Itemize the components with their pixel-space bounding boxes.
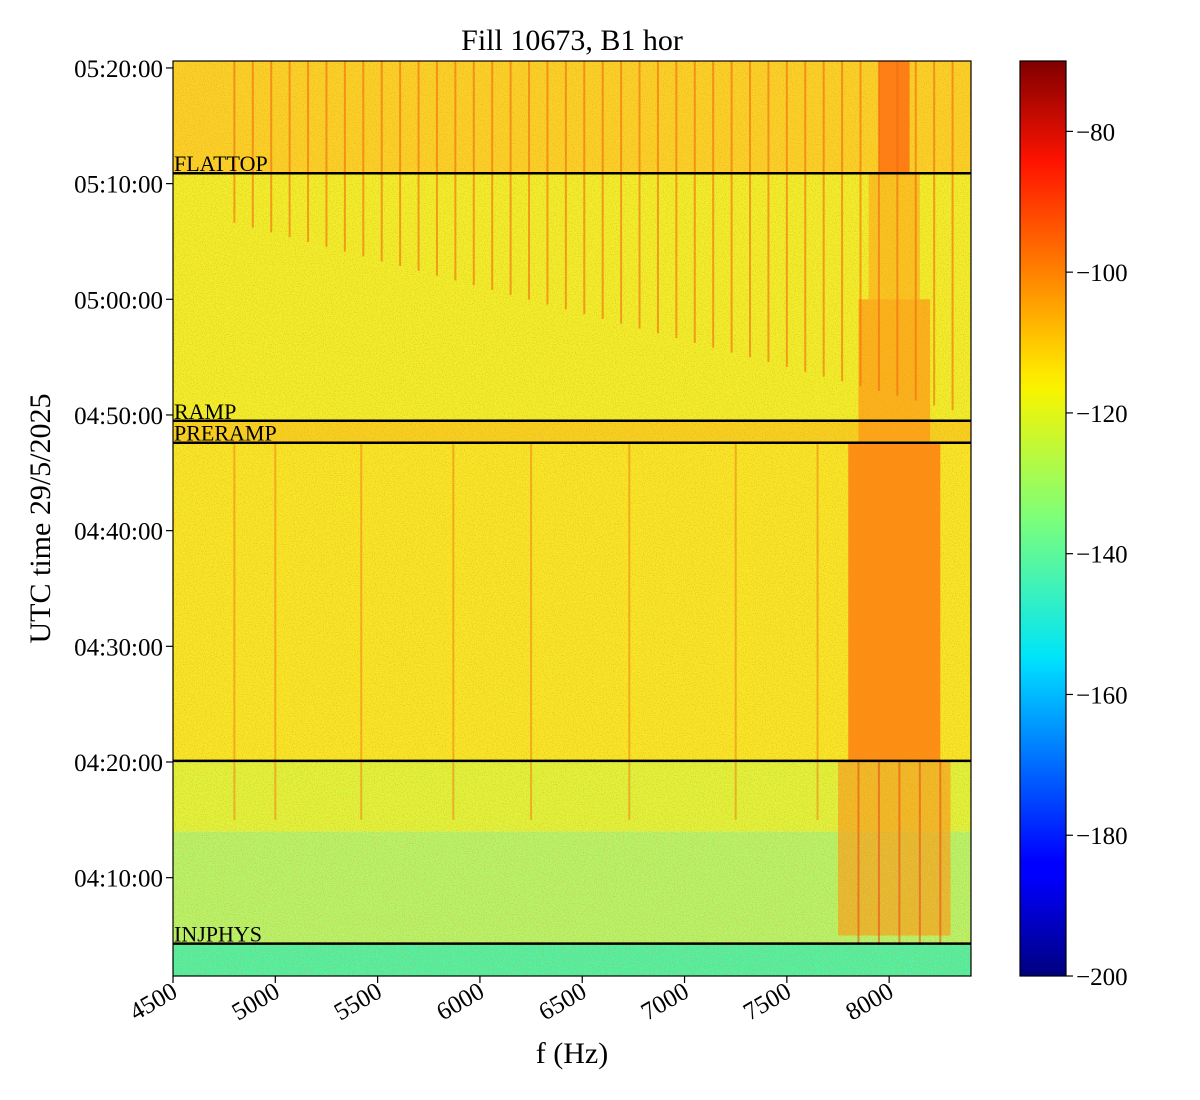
heatmap-noise (173, 760, 971, 976)
x-tick-label: 5500 (330, 978, 387, 1026)
phase-marker-label: INJPHYS (174, 922, 262, 947)
colorbar: −80 −100 −120 −140 −160 −180 −200 (1019, 60, 1128, 991)
x-tick-label: 6000 (432, 978, 489, 1026)
x-tick-label: 7500 (739, 978, 796, 1026)
y-tick-label: 05:00:00 (74, 287, 163, 314)
y-axis-label: UTC time 29/5/2025 (24, 394, 57, 644)
phase-marker-label: FLATTOP (174, 151, 268, 176)
x-tick-label: 8000 (841, 978, 898, 1026)
colorbar-tick-label: −120 (1076, 401, 1128, 428)
x-axis: 4500 5000 5500 6000 6500 7000 7500 8000 (125, 976, 898, 1026)
y-tick-label: 04:10:00 (74, 866, 163, 893)
y-axis: 05:20:00 05:10:00 05:00:00 04:50:00 04:40:00… (74, 56, 173, 893)
colorbar-tick-label: −160 (1076, 682, 1128, 709)
chart-title: Fill 10673, B1 hor (461, 24, 683, 57)
phase-marker-label: PRERAMP (174, 421, 277, 446)
colorbar-tick-label: −140 (1076, 542, 1128, 569)
x-axis-label: f (Hz) (536, 1037, 608, 1070)
colorbar-gradient (1019, 60, 1067, 977)
colorbar-tick-label: −80 (1076, 119, 1115, 146)
y-tick-label: 05:20:00 (74, 56, 163, 83)
y-tick-label: 04:20:00 (74, 750, 163, 777)
x-tick-label: 6500 (534, 978, 591, 1026)
x-tick-label: 7000 (637, 978, 694, 1026)
colorbar-tick-label: −180 (1076, 823, 1128, 850)
phase-marker-label: RAMP (174, 399, 236, 424)
colorbar-ticks: −80 −100 −120 −140 −160 −180 −200 (1066, 119, 1128, 991)
plot-frame (172, 60, 972, 977)
colorbar-tick-label: −200 (1076, 964, 1128, 991)
x-tick-label: 5000 (228, 978, 285, 1026)
y-tick-label: 05:10:00 (74, 172, 163, 199)
y-tick-label: 04:50:00 (74, 403, 163, 430)
y-tick-label: 04:40:00 (74, 519, 163, 546)
x-tick-label: 4500 (125, 978, 182, 1026)
colorbar-tick-label: −100 (1076, 260, 1128, 287)
y-tick-label: 04:30:00 (74, 634, 163, 661)
